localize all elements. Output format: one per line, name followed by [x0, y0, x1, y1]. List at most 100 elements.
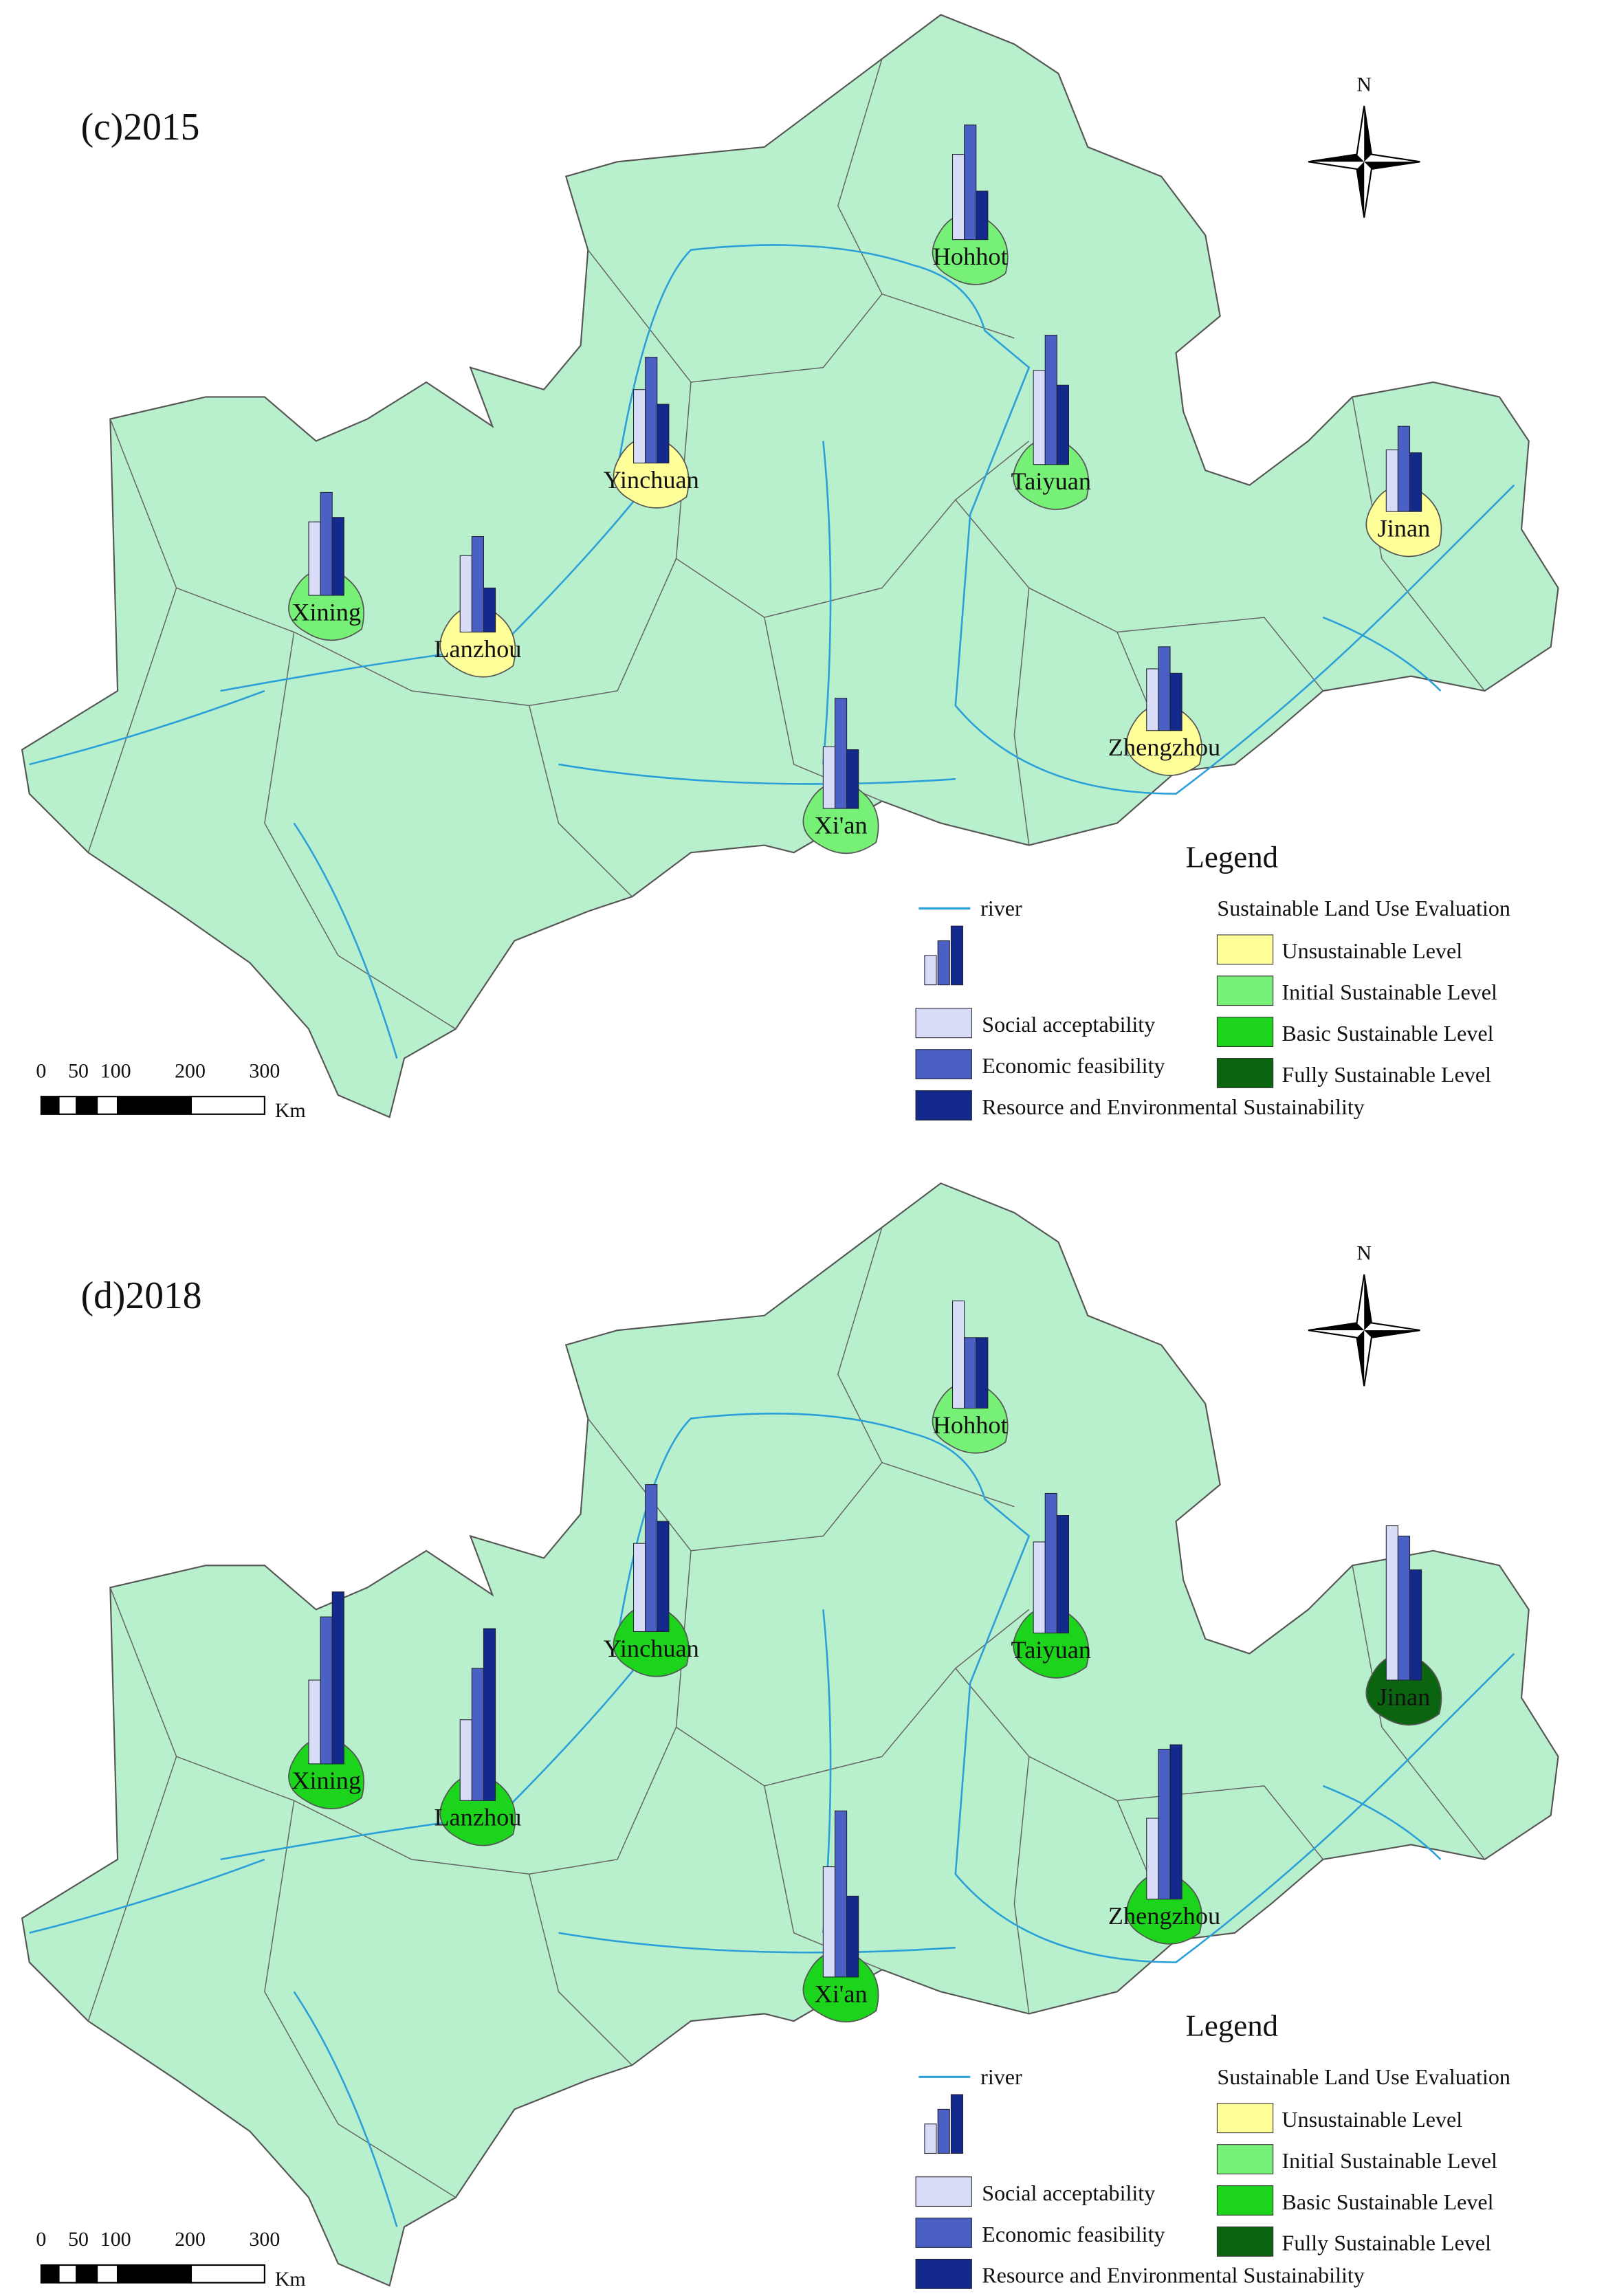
legend-series-label: Social acceptability [982, 2181, 1155, 2205]
legend-class-label: Unsustainable Level [1282, 938, 1462, 963]
indicator-bar [1158, 1748, 1171, 1900]
scale-tick-label: 200 [175, 2228, 206, 2251]
indicator-bar [320, 492, 333, 596]
indicator-bar [645, 357, 658, 464]
north-label: N [1356, 1242, 1372, 1265]
scale-tick-label: 100 [100, 2228, 131, 2251]
legend-class-swatch [1216, 1058, 1274, 1088]
indicator-bar [1397, 426, 1411, 512]
legend-icon-bar [950, 925, 964, 986]
indicator-bar [846, 1895, 859, 1978]
city-label: Zhengzhou [1108, 1902, 1220, 1930]
legend-class-label: Fully Sustainable Level [1282, 2231, 1491, 2255]
indicator-bar [471, 536, 484, 633]
scale-bar-segment [190, 2264, 265, 2284]
indicator-bar [645, 1484, 658, 1632]
indicator-bar [1397, 1535, 1411, 1681]
scale-unit: Km [275, 1099, 306, 1122]
city-label: Yinchuan [604, 1635, 699, 1662]
legend-class-swatch [1216, 934, 1274, 965]
indicator-bar [308, 521, 321, 596]
indicator-bar [471, 1668, 484, 1801]
indicator-bar [834, 1810, 848, 1978]
map-panel: (c)2015 N Hohhot Yinchuan Taiyuan Jinan Xining… [21, 14, 1559, 1122]
north-label: N [1356, 74, 1372, 96]
city-label: Jinan [1378, 515, 1431, 542]
indicator-bar [657, 404, 670, 464]
legend-series-label: Economic feasibility [982, 2222, 1165, 2247]
indicator-bar [1033, 1541, 1046, 1634]
scale-unit: Km [275, 2268, 306, 2291]
scale-bar-segment [96, 1096, 119, 1115]
indicator-bar [459, 555, 472, 633]
city-label: Xining [292, 598, 361, 626]
legend-class-label: Initial Sustainable Level [1282, 2148, 1497, 2173]
legend-series-label: Resource and Environmental Sustainabilit… [982, 2263, 1365, 2288]
scale-bar-segment [40, 2264, 60, 2284]
legend-class-label: Basic Sustainable Level [1282, 1021, 1493, 1046]
legend-class-swatch [1216, 1017, 1274, 1047]
legend-class-label: Unsustainable Level [1282, 2107, 1462, 2132]
legend-series-label: Economic feasibility [982, 1053, 1165, 1078]
indicator-bar [1158, 646, 1171, 731]
indicator-bar [657, 1521, 670, 1632]
scale-tick-label: 0 [36, 1059, 46, 1082]
panel-title: (c)2015 [81, 106, 200, 148]
indicator-bar [976, 190, 989, 241]
legend-series-swatch [915, 1008, 972, 1039]
north-arrow [1308, 1274, 1420, 1387]
legend-river-label: river [980, 2064, 1022, 2089]
indicator-bar [1033, 370, 1046, 465]
legend-icon-bar [937, 2108, 950, 2154]
map-panel: (d)2018 N Hohhot Yinchuan Taiyuan Jinan Xining… [21, 1182, 1559, 2291]
indicator-bar [1056, 1515, 1069, 1634]
indicator-bar [633, 1543, 646, 1632]
indicator-bar [483, 587, 496, 633]
scale-bar-segment [76, 1096, 98, 1115]
legend-series-swatch [915, 2258, 972, 2289]
scale-tick-label: 50 [68, 2228, 89, 2251]
indicator-bar [1409, 452, 1422, 512]
indicator-bar [1146, 668, 1159, 731]
indicator-bar [1146, 1818, 1159, 1900]
city-label: Taiyuan [1011, 1636, 1092, 1664]
indicator-bar [822, 1866, 836, 1978]
panel-title: (d)2018 [81, 1274, 202, 1317]
city-label: Yinchuan [604, 466, 699, 494]
indicator-bar [308, 1679, 321, 1765]
city-label: Hohhot [933, 243, 1008, 270]
indicator-bar [1385, 1525, 1398, 1681]
indicator-bar [1044, 1492, 1057, 1634]
indicator-bar [1169, 672, 1182, 731]
scale-tick-label: 300 [249, 2228, 280, 2251]
legend-river-label: river [980, 896, 1022, 920]
legend-class-label: Initial Sustainable Level [1282, 980, 1497, 1004]
city-label: Taiyuan [1011, 467, 1092, 495]
indicator-bar [459, 1719, 472, 1801]
city-label: Hohhot [933, 1411, 1008, 1439]
legend-title: Legend [1185, 2008, 1278, 2042]
city-label: Lanzhou [434, 635, 521, 663]
indicator-bar [834, 698, 848, 809]
indicator-bar [331, 1591, 344, 1765]
legend-series-swatch [915, 1090, 972, 1121]
city-label: Zhengzhou [1108, 733, 1220, 761]
legend-class-label: Basic Sustainable Level [1282, 2189, 1493, 2214]
city-label: Xi'an [814, 1980, 867, 2007]
legend-icon-bar [924, 955, 937, 986]
legend-evaluation-title: Sustainable Land Use Evaluation [1217, 2064, 1510, 2089]
scale-bar-segment [40, 1096, 60, 1115]
legend-class-swatch [1216, 975, 1274, 1006]
north-arrow [1308, 105, 1420, 218]
legend-icon-bar [950, 2094, 964, 2154]
scale-bar-segment [58, 2264, 78, 2284]
indicator-bar [846, 749, 859, 809]
indicator-bar [483, 1628, 496, 1801]
scale-tick-label: 50 [68, 1059, 89, 1082]
indicator-bar [1044, 335, 1057, 465]
legend-icon-bar [924, 2123, 937, 2154]
scale-bar-segment [58, 1096, 78, 1115]
indicator-bar [633, 389, 646, 464]
